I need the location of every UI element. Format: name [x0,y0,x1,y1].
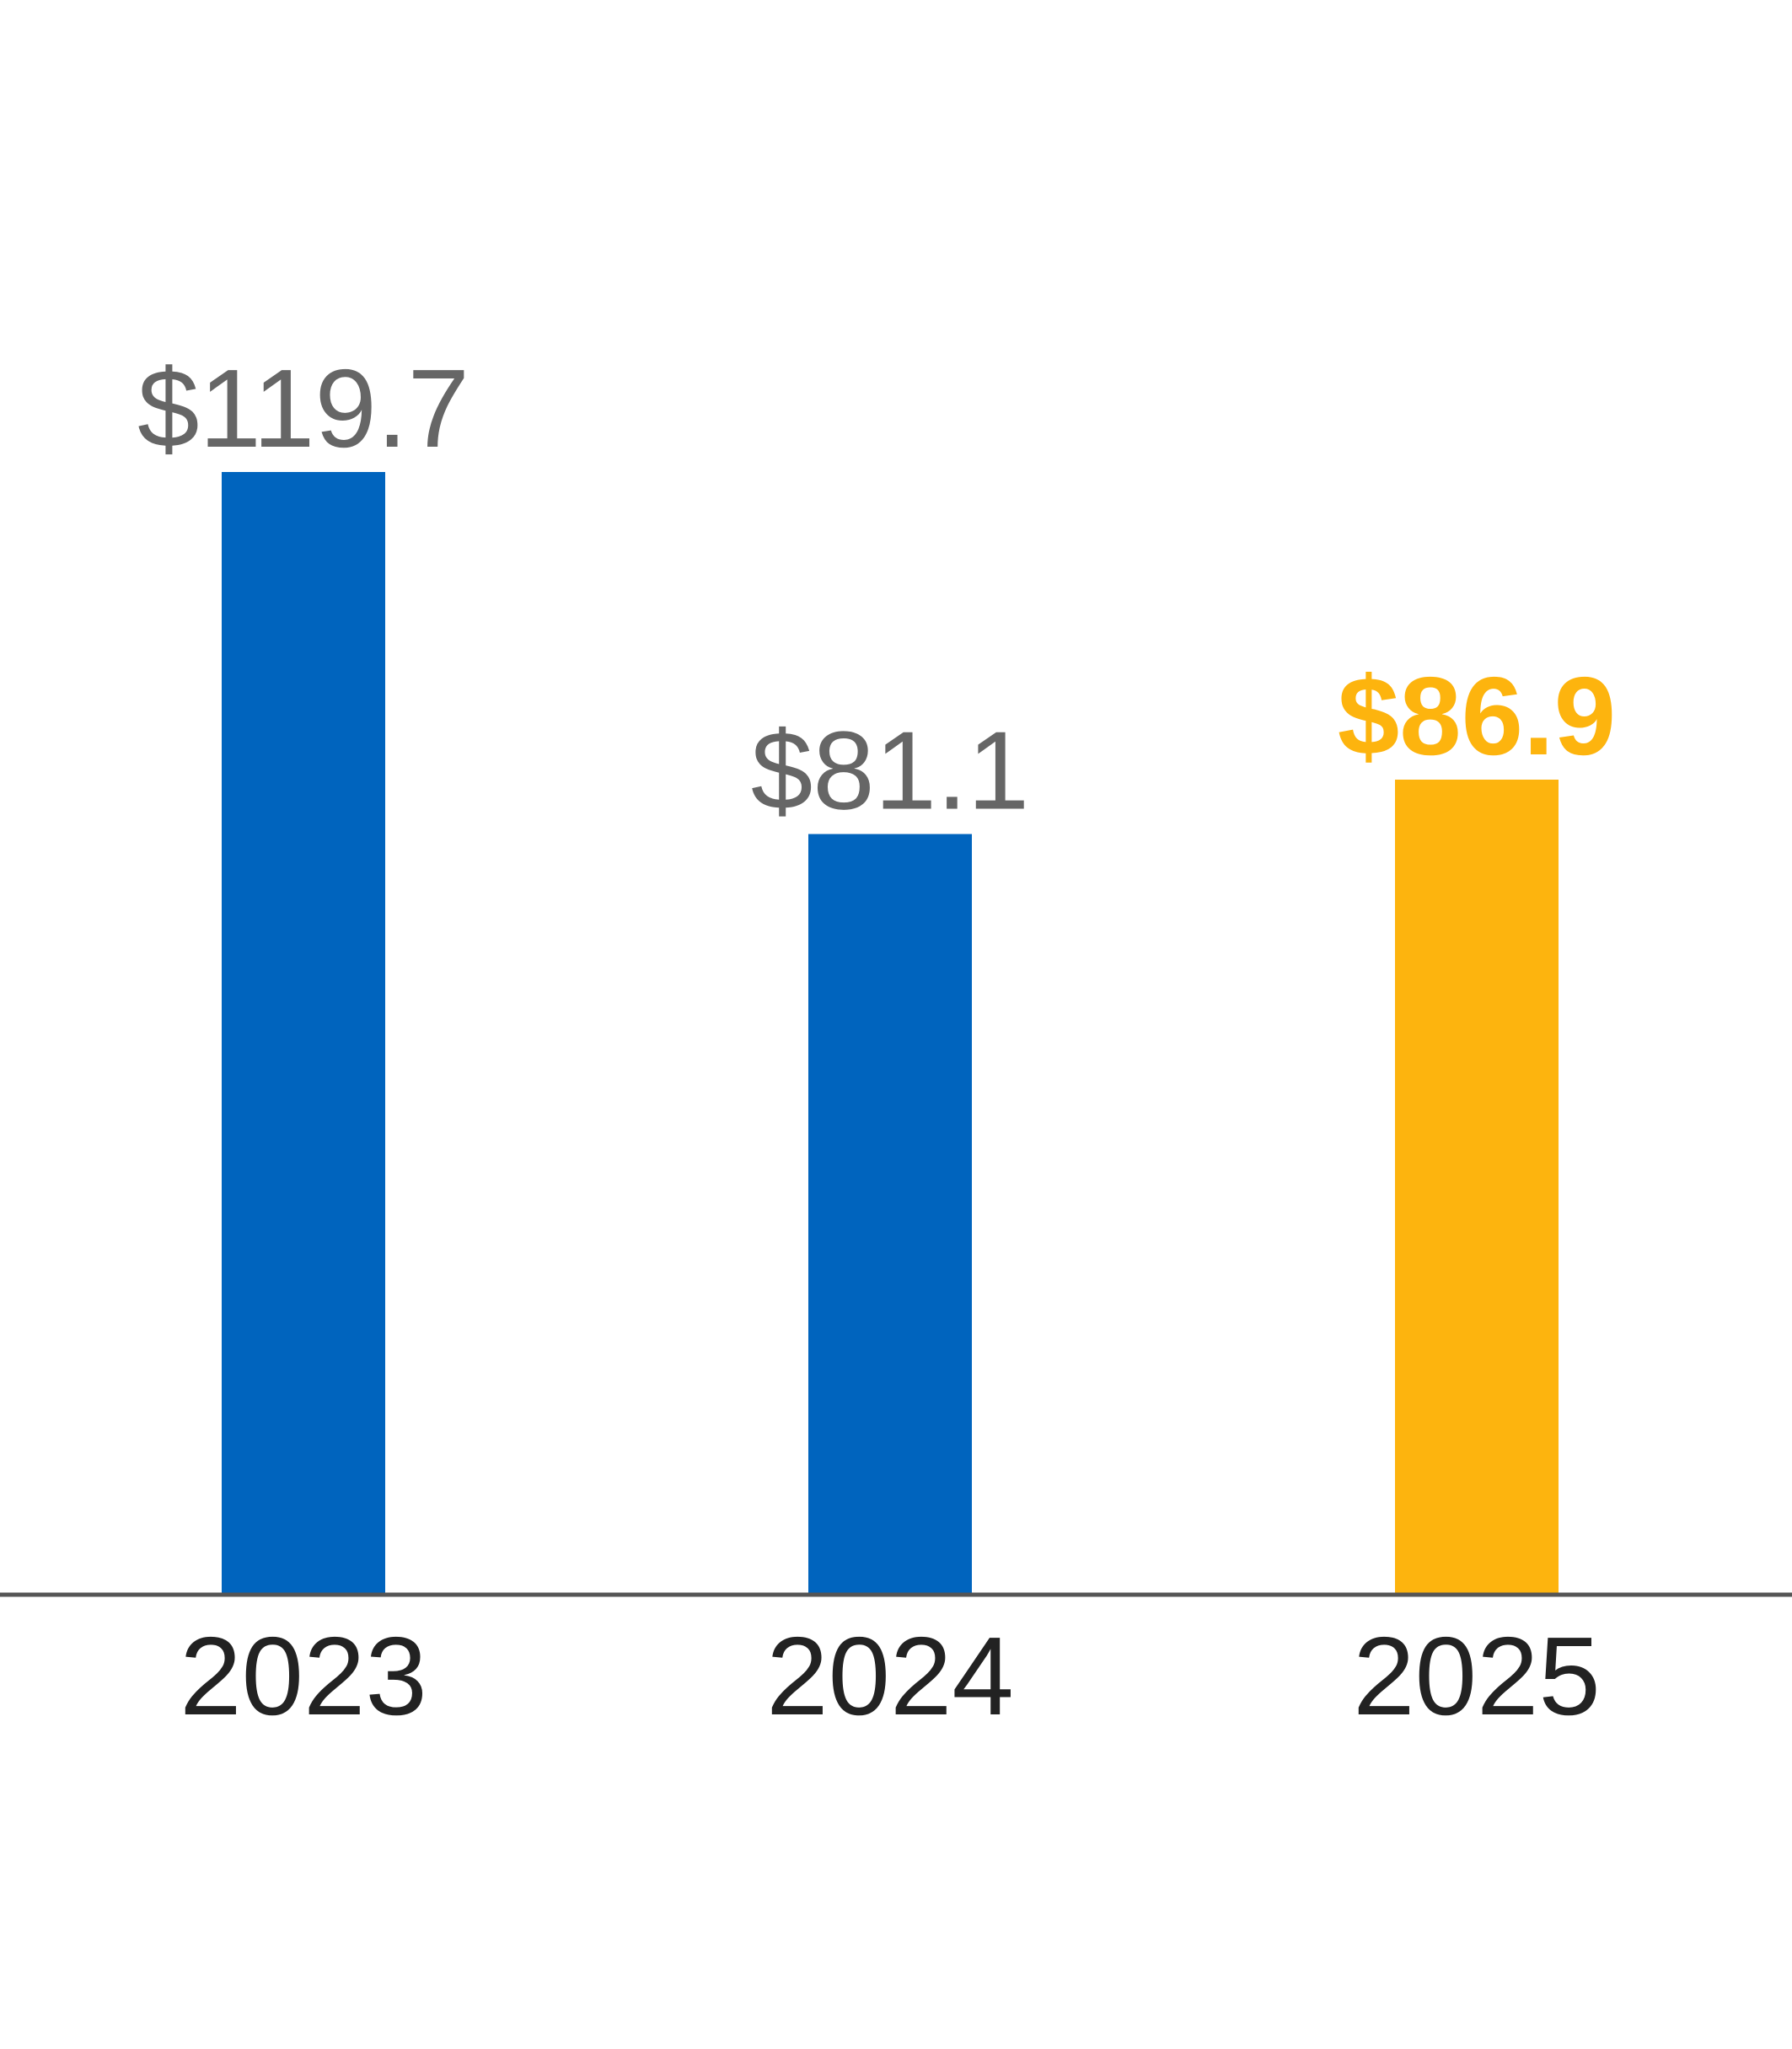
value-labels-group: $119.7 $81.1 $86.9 [137,346,1616,833]
x-tick-label-2023: 2023 [180,1614,427,1738]
bars-group [222,472,1559,1595]
x-tick-labels-group: 2023 2024 2025 [180,1614,1601,1738]
value-label-2025: $86.9 [1338,654,1616,778]
x-tick-label-2025: 2025 [1353,1614,1601,1738]
bar-2024 [808,834,972,1595]
value-label-2023: $119.7 [137,346,469,470]
bar-2023 [222,472,385,1595]
value-label-2024: $81.1 [751,709,1029,833]
bar-2025 [1395,779,1559,1595]
x-tick-label-2024: 2024 [766,1614,1014,1738]
